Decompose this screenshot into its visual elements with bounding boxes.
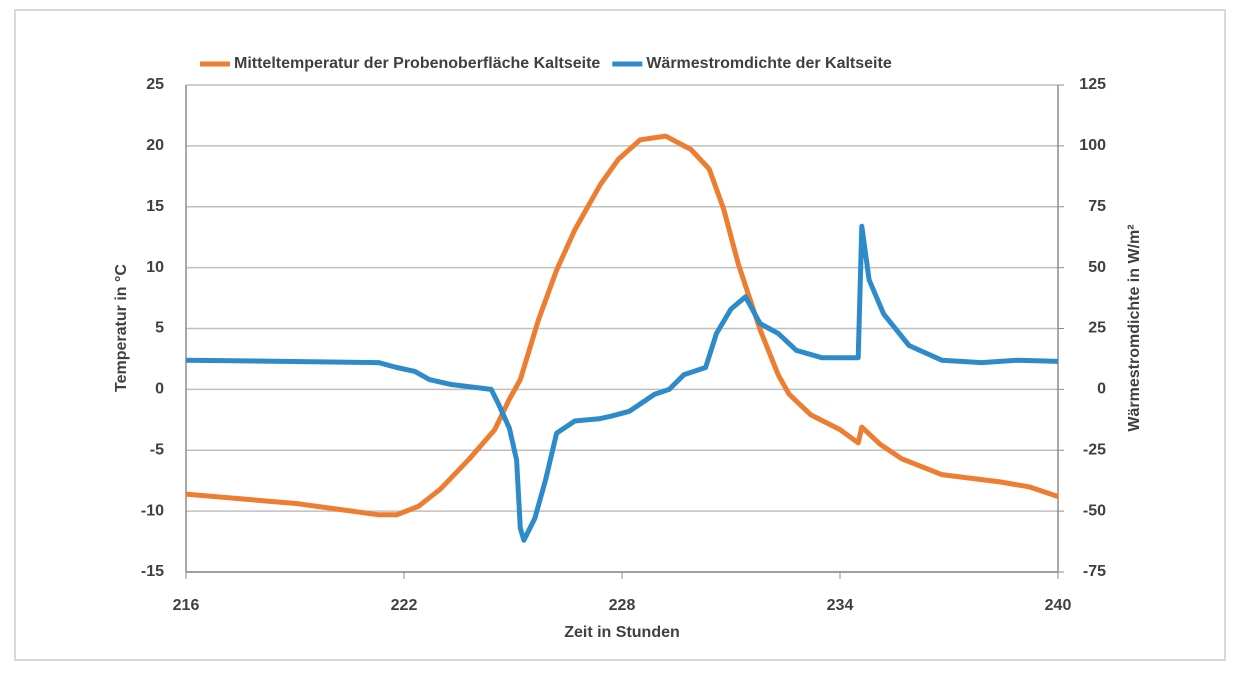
y2-tick-label: 100 bbox=[1079, 137, 1106, 154]
y2-tick-label: 125 bbox=[1079, 76, 1106, 93]
x-tick-label: 216 bbox=[173, 597, 200, 614]
x-tick-label: 234 bbox=[827, 597, 854, 614]
y2-tick-label: 75 bbox=[1088, 198, 1106, 215]
series-line bbox=[185, 223, 1059, 543]
series-line bbox=[185, 133, 1059, 518]
y2-tick-label: 0 bbox=[1097, 381, 1106, 398]
y-tick-label: 5 bbox=[155, 320, 164, 337]
y-tick-label: 0 bbox=[155, 381, 164, 398]
y-tick-label: 10 bbox=[146, 259, 164, 276]
x-axis-label: Zeit in Stunden bbox=[564, 624, 680, 641]
x-tick-label: 228 bbox=[609, 597, 636, 614]
y-tick-label: 20 bbox=[146, 137, 164, 154]
legend-label: Mitteltemperatur der Probenoberfläche Ka… bbox=[234, 55, 600, 72]
y2-tick-label: 50 bbox=[1088, 259, 1106, 276]
y2-tick-label: -75 bbox=[1083, 563, 1106, 580]
x-tick-label: 222 bbox=[391, 597, 418, 614]
y-tick-label: -5 bbox=[150, 441, 164, 458]
y-tick-label: 25 bbox=[146, 76, 164, 93]
y2-tick-label: -25 bbox=[1083, 441, 1106, 458]
y-axis-label: Temperatur in °C bbox=[113, 264, 130, 392]
y2-axis-label: Wärmestromdichte in W/m² bbox=[1126, 224, 1143, 431]
y-tick-label: -10 bbox=[141, 502, 164, 519]
frame bbox=[14, 9, 1226, 661]
legend-label: Wärmestromdichte der Kaltseite bbox=[646, 55, 892, 72]
x-tick-label: 240 bbox=[1045, 597, 1072, 614]
y-tick-label: 15 bbox=[146, 198, 164, 215]
y2-tick-label: 25 bbox=[1088, 320, 1106, 337]
y2-tick-label: -50 bbox=[1083, 502, 1106, 519]
y-tick-label: -15 bbox=[141, 563, 164, 580]
